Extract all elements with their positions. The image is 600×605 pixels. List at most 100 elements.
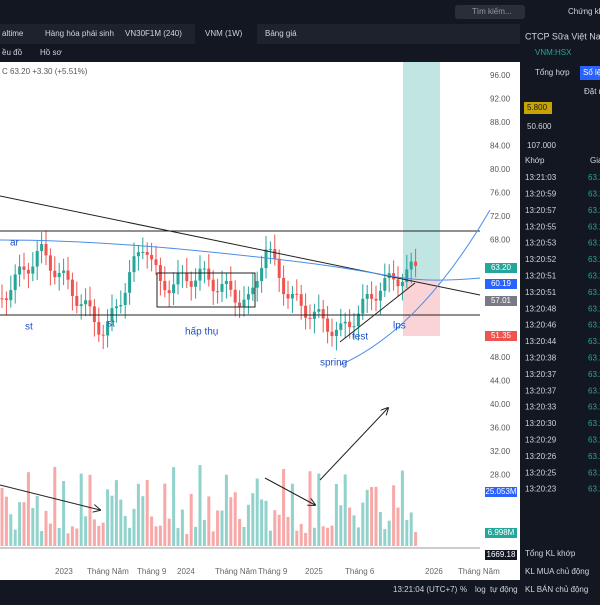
volume-bar <box>158 525 162 546</box>
volume-bar <box>370 486 374 546</box>
tab[interactable]: altime <box>2 29 24 38</box>
volume-bar <box>180 509 184 546</box>
volume-bar <box>88 474 92 546</box>
trade-time: 13:20:38 <box>525 354 557 363</box>
price-label: 92.00 <box>490 95 511 104</box>
volume-bar <box>202 519 206 546</box>
volume-bar <box>154 526 158 546</box>
volume-bar <box>128 527 132 546</box>
candle <box>361 298 365 314</box>
candle <box>370 294 374 299</box>
company: CTCP Sữa Việt Nam <box>525 31 600 41</box>
volume-bar <box>321 526 325 546</box>
volume-bar <box>260 499 264 546</box>
search-box[interactable] <box>455 5 525 19</box>
candle <box>136 252 140 257</box>
percent[interactable]: % <box>460 585 467 594</box>
annotation: st <box>25 322 33 333</box>
range-box <box>156 272 256 308</box>
candle <box>290 293 294 299</box>
annotation: spring <box>320 358 347 369</box>
volume-bar <box>198 465 202 546</box>
candle <box>242 299 246 307</box>
volume-bar <box>251 493 255 546</box>
candle <box>132 256 136 273</box>
volume-bar <box>4 496 8 546</box>
log[interactable]: log <box>475 585 486 594</box>
trade-price: 63.2 <box>588 370 600 379</box>
time-label: Tháng 9 <box>137 567 167 576</box>
tab[interactable]: VNM (1W) <box>205 29 243 38</box>
volume-bar <box>400 470 404 546</box>
volume-bar <box>0 487 4 546</box>
candle <box>202 268 206 270</box>
trade-time: 13:20:30 <box>525 419 557 428</box>
time-label: Tháng 6 <box>345 567 375 576</box>
trade-time: 13:20:26 <box>525 452 557 461</box>
badge <box>485 528 517 538</box>
volume-bar <box>414 532 418 546</box>
volume-bar <box>229 497 233 546</box>
trade-time: 13:20:37 <box>525 386 557 395</box>
volume-bar <box>92 519 96 546</box>
tab-summary[interactable]: Tổng hợp <box>535 68 570 77</box>
trade-price: 63.2 <box>588 436 600 445</box>
spring-line <box>339 282 416 343</box>
toolbar-chart[interactable]: ều đồ <box>2 48 23 57</box>
annotation: hấp thụ <box>185 326 218 338</box>
time-label: 2024 <box>177 567 195 576</box>
volume-bar <box>211 531 215 546</box>
candle <box>238 302 242 307</box>
annotation: st <box>107 319 115 330</box>
tab-book-bg[interactable] <box>580 66 600 80</box>
tab[interactable]: Bảng giá <box>265 29 297 38</box>
volume-bar <box>62 481 66 546</box>
candle <box>106 321 110 336</box>
volume-bar <box>57 528 61 546</box>
volume-bar <box>387 520 391 546</box>
toolbar-profile[interactable]: Hồ sơ <box>40 48 62 57</box>
tab-book[interactable]: Sổ lệnh <box>583 68 600 77</box>
volume-bar <box>189 493 193 546</box>
tab[interactable]: Hàng hóa phái sinh <box>45 29 114 38</box>
trade-time: 13:20:46 <box>525 321 557 330</box>
price-label: 76.00 <box>490 189 511 198</box>
volume-bar <box>150 516 154 546</box>
trade-price: 63.2 <box>588 190 600 199</box>
total-label: KL BÁN chủ động <box>525 585 588 594</box>
candle <box>273 249 277 259</box>
price-label: 88.00 <box>490 118 511 127</box>
candle <box>18 266 22 275</box>
trade-price: 63.2 <box>588 272 600 281</box>
candles <box>0 230 418 546</box>
channel-line <box>339 209 491 366</box>
candle <box>356 313 360 327</box>
candle <box>308 317 312 319</box>
tab[interactable]: VN30F1M (240) <box>125 29 182 38</box>
badge <box>485 296 517 306</box>
volume-bar <box>66 533 70 546</box>
volume-bar <box>268 530 272 546</box>
volume-bar <box>233 492 237 546</box>
badge-level: 57.01 <box>491 296 512 305</box>
volume-bar <box>185 533 189 546</box>
candle <box>101 334 105 336</box>
auto[interactable]: tự động <box>490 585 518 594</box>
candle <box>383 278 387 291</box>
badge-volume: 6.998M <box>488 528 515 537</box>
candle <box>295 293 299 295</box>
trade-time: 13:20:52 <box>525 255 557 264</box>
candle <box>172 284 176 294</box>
volume-bar <box>286 517 290 546</box>
volume-bar <box>290 483 294 546</box>
active-tab[interactable] <box>195 24 257 44</box>
volume-bar <box>317 473 321 546</box>
candle <box>251 287 255 295</box>
search[interactable]: Tìm kiếm... <box>472 7 512 16</box>
account[interactable]: Chứng kh <box>568 7 600 16</box>
candle <box>123 292 127 305</box>
annotation: ar <box>10 238 20 249</box>
total-label: Tổng KL khớp <box>525 549 576 558</box>
volume-bar <box>378 512 382 546</box>
